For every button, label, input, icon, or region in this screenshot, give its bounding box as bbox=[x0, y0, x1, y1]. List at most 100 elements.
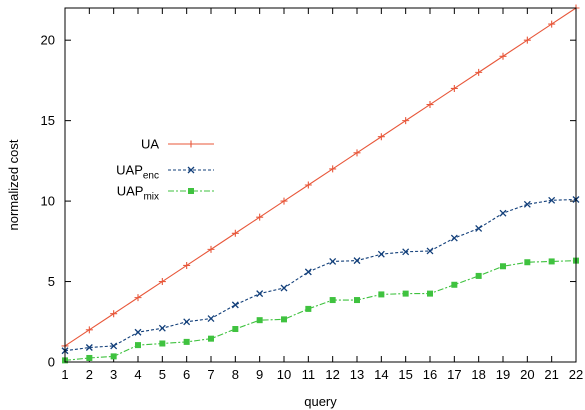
data-point bbox=[134, 294, 142, 302]
data-point bbox=[183, 261, 191, 269]
legend-label: UAPenc bbox=[116, 163, 159, 182]
data-point bbox=[305, 305, 312, 312]
data-point bbox=[427, 290, 433, 297]
data-point bbox=[158, 324, 166, 332]
series-line bbox=[64, 7, 577, 347]
data-point bbox=[329, 297, 336, 304]
x-tick-label: 16 bbox=[423, 367, 437, 382]
x-tick-label: 9 bbox=[256, 367, 263, 382]
data-point bbox=[377, 133, 385, 141]
data-point bbox=[110, 310, 118, 318]
data-point bbox=[232, 326, 239, 333]
data-point bbox=[135, 342, 141, 349]
data-point bbox=[548, 20, 556, 28]
data-point bbox=[548, 258, 555, 265]
data-point bbox=[402, 117, 410, 125]
legend-label: UAPmix bbox=[117, 184, 159, 203]
data-point bbox=[231, 229, 239, 237]
data-point bbox=[402, 290, 409, 297]
x-tick-label: 20 bbox=[520, 367, 534, 382]
ticks-layer: 1 2 3 4 5 6 7 8 9 10 11 12 13 14 15 16 17 18 19 20 21 2205101… bbox=[41, 8, 583, 382]
x-tick-label: 7 bbox=[207, 367, 214, 382]
x-tick-label: 21 bbox=[544, 367, 558, 382]
data-point bbox=[451, 281, 458, 288]
data-point bbox=[304, 181, 312, 189]
data-point bbox=[548, 196, 556, 204]
data-point bbox=[208, 335, 214, 342]
data-point bbox=[86, 354, 93, 361]
data-point bbox=[183, 338, 190, 345]
data-point bbox=[110, 342, 118, 350]
y-tick-label: 20 bbox=[41, 33, 55, 48]
x-tick-label: 15 bbox=[398, 367, 412, 382]
data-point bbox=[402, 248, 410, 256]
data-point bbox=[280, 284, 288, 292]
data-point bbox=[207, 245, 215, 253]
y-tick-label: 0 bbox=[48, 355, 55, 370]
series-layer bbox=[61, 4, 580, 364]
data-point bbox=[353, 257, 361, 265]
y-tick-label: 15 bbox=[41, 113, 55, 128]
x-tick-label: 4 bbox=[134, 367, 141, 382]
x-tick-label: 14 bbox=[374, 367, 388, 382]
x-tick-label: 5 bbox=[159, 367, 166, 382]
data-point bbox=[85, 344, 93, 351]
data-point bbox=[281, 316, 287, 323]
series-UA bbox=[61, 4, 580, 350]
data-point bbox=[499, 209, 507, 217]
data-point bbox=[353, 149, 361, 157]
data-point bbox=[280, 197, 288, 205]
data-point bbox=[426, 247, 434, 255]
data-point bbox=[304, 268, 312, 276]
x-tick-label: 22 bbox=[569, 367, 583, 382]
data-point bbox=[110, 353, 117, 360]
data-point bbox=[500, 263, 506, 270]
data-point bbox=[475, 272, 482, 279]
data-point bbox=[523, 36, 531, 44]
plot-frame bbox=[64, 7, 577, 363]
legend-label: UA bbox=[141, 137, 159, 152]
y-tick-label: 10 bbox=[41, 194, 55, 209]
data-point bbox=[256, 290, 264, 298]
data-point bbox=[377, 250, 385, 258]
x-axis-title: query bbox=[304, 394, 337, 409]
data-point bbox=[329, 165, 337, 173]
data-point bbox=[475, 224, 483, 232]
data-point bbox=[329, 257, 337, 265]
legend-marker bbox=[188, 188, 194, 194]
x-tick-label: 17 bbox=[447, 367, 461, 382]
y-tick-label: 5 bbox=[48, 274, 55, 289]
series-line bbox=[64, 198, 577, 352]
data-point bbox=[524, 259, 531, 266]
legend: UA UAPenc UAPmix bbox=[116, 137, 214, 203]
data-point bbox=[183, 318, 191, 326]
x-tick-label: 1 bbox=[61, 367, 68, 382]
x-tick-label: 8 bbox=[232, 367, 239, 382]
legend-marker bbox=[187, 166, 195, 174]
data-point bbox=[231, 301, 239, 309]
data-point bbox=[207, 315, 215, 323]
data-point bbox=[134, 328, 142, 336]
series-line bbox=[64, 260, 577, 361]
x-tick-label: 13 bbox=[350, 367, 364, 382]
x-tick-label: 18 bbox=[471, 367, 485, 382]
x-tick-label: 6 bbox=[183, 367, 190, 382]
data-point bbox=[378, 291, 385, 298]
series-UAPenc bbox=[61, 196, 580, 355]
x-tick-label: 12 bbox=[325, 367, 339, 382]
x-tick-label: 19 bbox=[496, 367, 510, 382]
y-axis-title: normalized cost bbox=[6, 139, 21, 230]
data-point bbox=[256, 317, 263, 324]
x-tick-label: 2 bbox=[86, 367, 93, 382]
x-tick-label: 3 bbox=[110, 367, 117, 382]
data-point bbox=[499, 52, 507, 60]
data-point bbox=[256, 213, 264, 221]
data-point bbox=[523, 200, 531, 208]
data-point bbox=[450, 234, 458, 242]
data-point bbox=[475, 68, 483, 76]
data-point bbox=[158, 278, 166, 286]
data-point bbox=[426, 101, 434, 109]
series-UAPmix bbox=[62, 257, 579, 364]
data-point bbox=[85, 326, 93, 334]
